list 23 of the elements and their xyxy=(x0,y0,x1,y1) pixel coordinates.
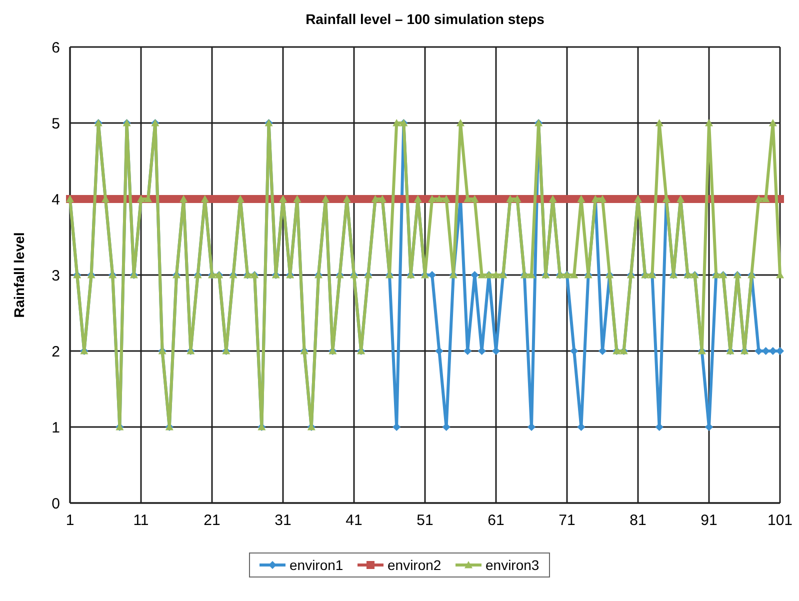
y-axis-title: Rainfall level xyxy=(11,232,27,318)
x-tick-label: 71 xyxy=(558,512,576,529)
x-tick-label: 31 xyxy=(274,512,292,529)
x-tick-label: 1 xyxy=(66,512,74,529)
x-tick-label: 61 xyxy=(488,512,504,529)
legend-label: environ1 xyxy=(290,556,344,573)
y-tick-label: 6 xyxy=(52,39,60,56)
chart-title: Rainfall level – 100 simulation steps xyxy=(306,11,545,27)
x-tick-label: 11 xyxy=(133,512,149,529)
y-tick-label: 2 xyxy=(52,343,60,360)
x-tick-label: 41 xyxy=(346,512,362,529)
x-tick-label: 91 xyxy=(700,512,718,529)
y-tick-label: 3 xyxy=(52,267,60,284)
y-tick-label: 4 xyxy=(52,191,60,208)
x-tick-label: 21 xyxy=(204,512,220,529)
x-tick-label: 51 xyxy=(416,512,434,529)
x-tick-label: 81 xyxy=(630,512,646,529)
legend-label: environ2 xyxy=(388,556,442,573)
y-tick-label: 5 xyxy=(52,115,60,132)
legend-label: environ3 xyxy=(486,556,540,573)
y-tick-label: 1 xyxy=(52,419,60,436)
y-tick-label: 0 xyxy=(52,495,60,512)
x-tick-label: 101 xyxy=(767,512,793,529)
